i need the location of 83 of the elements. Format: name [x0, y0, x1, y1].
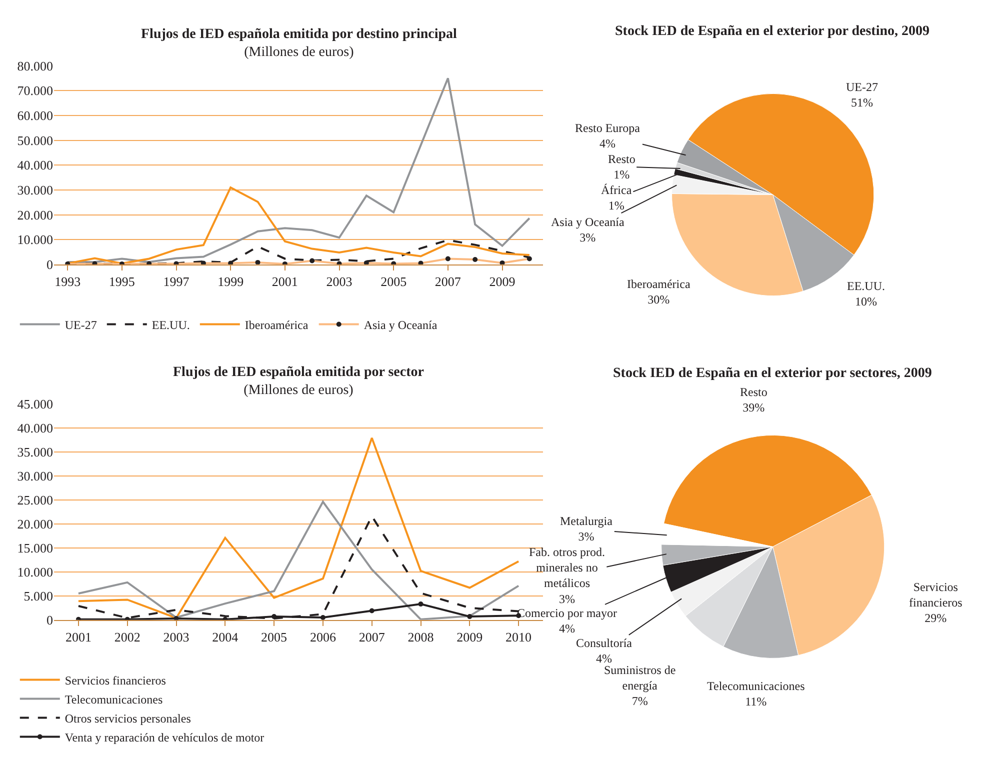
x-tick-label: 2010: [506, 630, 532, 645]
x-tick-label: 2001: [272, 274, 298, 290]
y-tick-label: 10.000: [17, 564, 54, 580]
y-tick-label: 70.000: [17, 83, 54, 98]
data-label: 1%: [614, 168, 630, 182]
data-label: 51%: [851, 96, 873, 110]
x-tick-label: 2005: [380, 274, 407, 290]
x-tick-label: 1993: [54, 274, 81, 290]
chart-title: Stock IED de España en el exterior por destino, 2009: [615, 24, 930, 39]
y-tick-label: 60.000: [17, 108, 54, 123]
y-tick-label: 35.000: [17, 444, 54, 460]
x-tick-label: 1999: [218, 274, 244, 290]
y-tick-label: 50.000: [17, 132, 54, 148]
slice-label: Consultoría: [576, 636, 633, 650]
x-tick-label: 2009: [489, 274, 516, 290]
data-label: 10%: [855, 294, 877, 309]
data-label: 4%: [600, 136, 616, 151]
legend-label: UE-27: [64, 318, 97, 332]
slice-label: Resto: [608, 152, 636, 166]
x-tick-label: 2003: [163, 630, 190, 645]
legend-label: Iberoamérica: [244, 318, 309, 332]
x-tick-label: 2008: [408, 630, 434, 645]
legend-label: Venta y reparación de vehículos de motor: [64, 730, 264, 744]
y-tick-label: 0: [46, 612, 54, 628]
data-label: 4%: [558, 622, 575, 636]
slice-label: UE-27: [846, 80, 878, 94]
x-tick-label: 2006: [310, 630, 336, 645]
slice-label: Metalurgia: [560, 514, 614, 528]
y-tick-label: 25.000: [17, 492, 54, 508]
chart-subtitle: (Millones de euros): [244, 383, 354, 398]
legend-label: Otros servicios personales: [64, 711, 192, 726]
slice-label: Fab. otros prod. minerales no metálicos: [529, 545, 605, 590]
data-label: 3%: [559, 592, 575, 606]
slice-label: Asia y Oceanía: [551, 215, 625, 229]
data-label: 7%: [632, 694, 648, 708]
y-tick-label: 30.000: [17, 468, 54, 484]
y-tick-label: 15.000: [17, 540, 54, 556]
legend-label: Asia y Oceanía: [364, 318, 438, 332]
x-tick-label: 1997: [163, 274, 190, 290]
y-tick-label: 0: [46, 256, 54, 272]
data-label: 4%: [596, 652, 612, 666]
legend-label: Servicios financieros: [64, 673, 166, 688]
line-series: [66, 77, 530, 263]
chart-title: Stock IED de España en el exterior por sectores, 2009: [613, 366, 932, 381]
chart-title: Flujos de IED española emitida por destino principal: [141, 27, 458, 42]
slice-label: Resto: [740, 385, 768, 399]
y-tick-label: 80.000: [17, 58, 54, 74]
y-tick-label: 20.000: [17, 207, 54, 222]
data-label: 3%: [578, 530, 594, 544]
x-tick-label: 2007: [358, 630, 386, 645]
y-tick-label: 20.000: [17, 516, 54, 532]
slice-label: Iberoamérica: [627, 277, 691, 291]
y-tick-label: 40.000: [17, 158, 54, 173]
y-tick-label: 10.000: [17, 232, 54, 248]
x-tick-label: 2005: [261, 630, 288, 645]
data-label: 1%: [608, 198, 624, 213]
x-tick-label: 1995: [108, 274, 135, 290]
data-label: 30%: [648, 292, 670, 307]
slice-label: EE.UU.: [847, 279, 885, 293]
chart-title: Flujos de IED española emitida por sector: [173, 365, 424, 380]
slice-label: Suministros de energía: [604, 663, 676, 693]
legend-label: EE.UU.: [152, 318, 190, 332]
y-tick-label: 5.000: [24, 588, 54, 604]
slice-label: África: [601, 183, 632, 197]
y-tick-label: 45.000: [17, 396, 54, 412]
x-tick-label: 2007: [434, 274, 462, 290]
legend-label: Telecomunicaciones: [64, 692, 163, 706]
line-series: [66, 186, 530, 264]
data-label: 29%: [924, 611, 947, 626]
y-tick-label: 30.000: [17, 182, 54, 198]
x-tick-label: 2001: [65, 630, 92, 645]
x-tick-label: 2009: [456, 630, 483, 645]
x-tick-label: 2004: [212, 630, 239, 645]
slice-label: Telecomunicaciones: [707, 679, 806, 693]
x-tick-label: 2003: [326, 274, 352, 290]
data-label: 3%: [580, 230, 596, 245]
data-label: 39%: [742, 400, 765, 415]
x-tick-label: 2002: [114, 630, 140, 645]
y-tick-label: 40.000: [17, 420, 54, 436]
slice-label: Servicios financieros: [909, 580, 963, 610]
data-label: 11%: [745, 694, 767, 709]
chart-subtitle: (Millones de euros): [244, 45, 354, 60]
slice-label: Resto Europa: [575, 121, 641, 135]
